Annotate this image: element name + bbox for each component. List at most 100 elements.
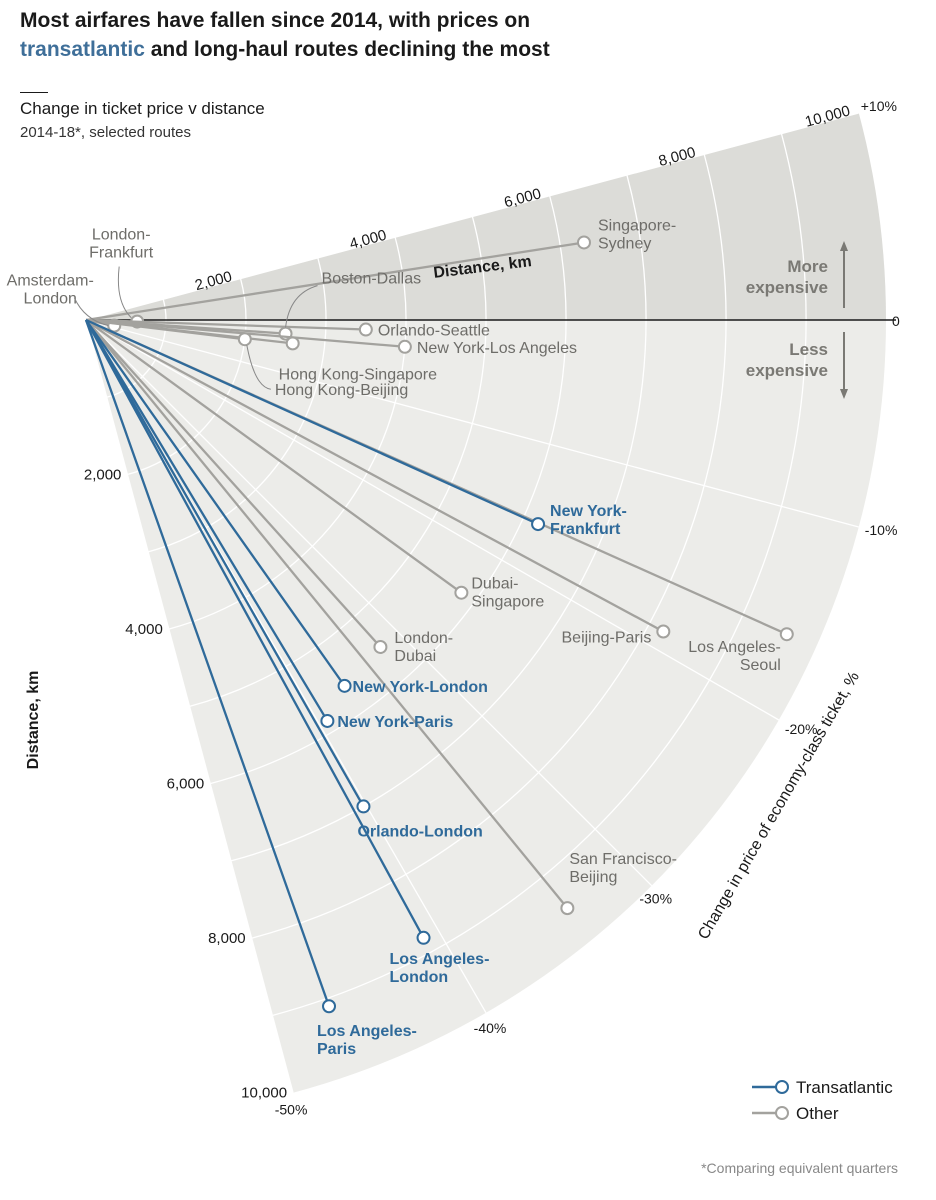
footnote: *Comparing equivalent quarters (701, 1160, 898, 1176)
route-label: Frankfurt (550, 521, 621, 538)
route-point (358, 322, 373, 337)
route-point (237, 332, 252, 347)
legend: Transatlantic Other (752, 1078, 893, 1123)
route-label: New York-Paris (337, 714, 453, 731)
radial-tick-left: 6,000 (167, 776, 205, 793)
angle-tick-label: 0 (892, 313, 900, 329)
route-label: Orlando-London (357, 823, 482, 840)
route-line (85, 319, 463, 594)
route-point (356, 799, 371, 814)
route-label: Dubai (394, 648, 436, 665)
more-expensive-label: expensive (746, 278, 828, 297)
route-label: New York- (550, 503, 627, 520)
route-label: Los Angeles- (390, 951, 490, 968)
radial-axis-title-left: Distance, km (25, 671, 42, 770)
route-label: Sydney (598, 235, 651, 252)
route-line (85, 241, 585, 322)
angle-tick-label: -20% (785, 721, 818, 737)
angle-tick-label: +10% (861, 98, 897, 114)
route-line (85, 318, 366, 331)
route-label: London (390, 969, 449, 986)
less-expensive-label: expensive (746, 361, 828, 380)
route-label: Los Angeles- (688, 639, 781, 656)
sector-less-expensive (86, 320, 886, 1093)
legend-marker (775, 1080, 789, 1094)
radial-tick-left: 4,000 (125, 621, 163, 638)
title-line-2: transatlantic and long-haul routes decli… (20, 35, 780, 64)
sector-more-expensive (86, 112, 886, 320)
route-line (85, 318, 539, 526)
legend-marker (775, 1106, 789, 1120)
route-label: Seoul (740, 657, 781, 674)
route-point (285, 336, 300, 351)
route-label: Paris (317, 1041, 356, 1058)
radial-tick-left: 2,000 (84, 467, 122, 484)
percent-gridline (85, 319, 780, 721)
route-point (416, 930, 431, 945)
chart-sectors (86, 112, 886, 1093)
route-point (337, 678, 352, 693)
route-line (85, 319, 569, 909)
route-label: Hong Kong-Beijing (275, 382, 408, 399)
route-point (779, 627, 794, 642)
more-expensive-label: More (787, 257, 828, 276)
chart-subtitle-date: 2014-18*, selected routes (20, 124, 191, 141)
chart-title: Most airfares have fallen since 2014, wi… (20, 6, 780, 64)
route-point (576, 235, 591, 250)
leader-line (73, 297, 109, 327)
route-label: London- (394, 630, 453, 647)
route-label: Singapore- (598, 217, 676, 234)
leader-line (246, 345, 271, 390)
leader-line (285, 285, 318, 328)
route-line (85, 319, 346, 687)
angle-tick-label: -40% (474, 1020, 507, 1036)
chart-subtitle: Change in ticket price v distance (20, 99, 265, 118)
percent-gridline (85, 319, 859, 528)
route-line (85, 319, 382, 648)
percent-gridline (85, 112, 859, 321)
route-lines (84, 235, 794, 1014)
percent-gridline (85, 319, 653, 887)
title-rule (20, 92, 48, 93)
route-point (373, 639, 388, 654)
route-line (85, 319, 365, 808)
route-label: Hong Kong-Singapore (279, 366, 437, 383)
title-line-1: Most airfares have fallen since 2014, wi… (20, 9, 531, 32)
route-label: New York-Los Angeles (417, 340, 577, 357)
radial-tick-left: 10,000 (241, 1085, 287, 1102)
route-label: Los Angeles- (317, 1023, 417, 1040)
route-labels: Singapore-SydneyAmsterdam-LondonLondon-F… (7, 217, 781, 1058)
route-point (656, 624, 671, 639)
route-label: Orlando-Seattle (378, 323, 490, 340)
route-label: Dubai- (471, 576, 518, 593)
less-expensive-label: Less (789, 340, 828, 359)
route-line (85, 319, 329, 722)
route-line (84, 319, 425, 939)
legend-label: Transatlantic (796, 1078, 893, 1097)
route-label: London- (92, 227, 151, 244)
percent-gridline (85, 319, 294, 1093)
route-label: Singapore (471, 594, 544, 611)
leader-line (117, 266, 132, 318)
route-point (397, 339, 412, 354)
angle-tick-label: -50% (275, 1102, 308, 1118)
route-point (454, 585, 469, 600)
route-point (531, 517, 546, 532)
route-label: Boston-Dallas (322, 271, 422, 288)
route-label: Beijing-Paris (562, 630, 652, 647)
title-highlight: transatlantic (20, 38, 145, 61)
route-line (85, 318, 245, 341)
route-label: Amsterdam- (7, 273, 94, 290)
route-label: Frankfurt (89, 245, 154, 262)
legend-label: Other (796, 1104, 839, 1123)
route-line (85, 318, 664, 633)
route-label: Beijing (569, 869, 617, 886)
angle-tick-label: -30% (639, 891, 672, 907)
route-label: San Francisco- (569, 851, 677, 868)
angle-tick-label: -10% (865, 522, 898, 538)
route-point (320, 713, 335, 728)
route-label: London (24, 291, 77, 308)
radial-tick-left: 8,000 (208, 930, 246, 947)
route-point (322, 999, 337, 1014)
